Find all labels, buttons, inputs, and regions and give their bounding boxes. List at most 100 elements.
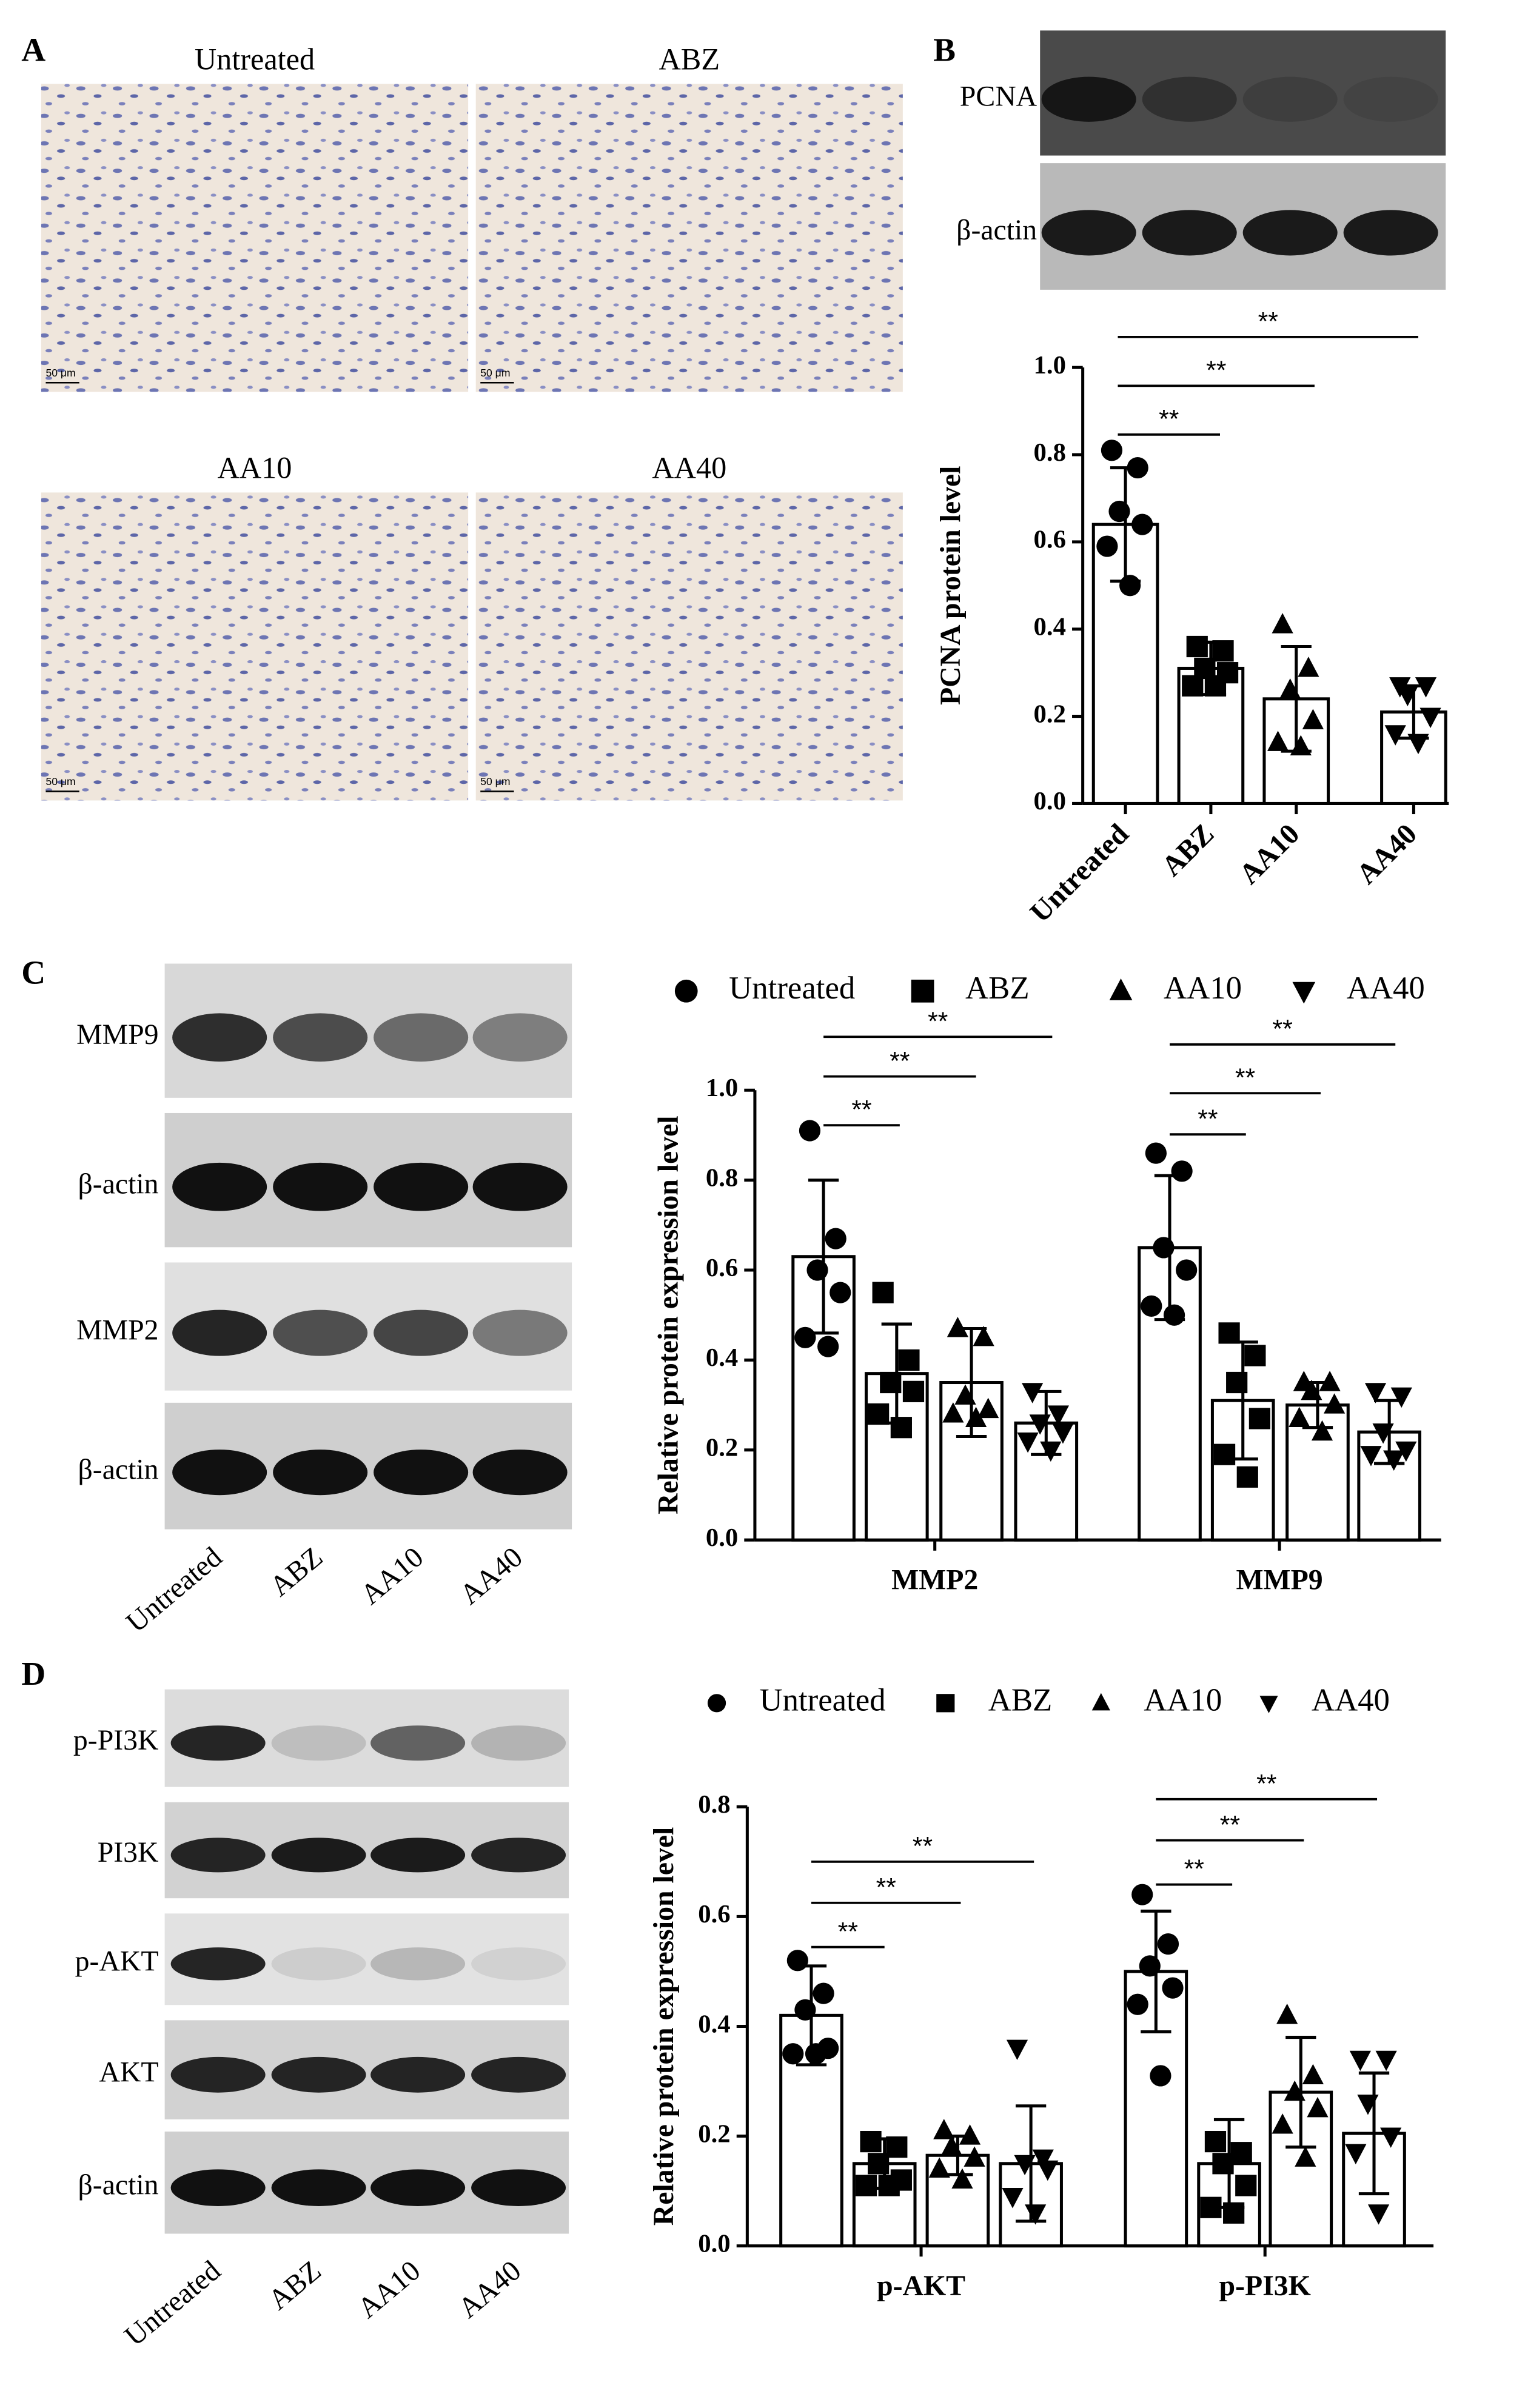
point xyxy=(1200,2196,1222,2218)
panel-letter: A xyxy=(21,32,45,69)
legend-marker xyxy=(1259,1696,1278,1713)
blot-band xyxy=(1142,76,1237,122)
legend-marker xyxy=(1292,982,1316,1004)
point xyxy=(886,2136,908,2158)
micrograph-label: Untreated xyxy=(195,42,315,76)
legend-label: Untreated xyxy=(759,1682,885,1717)
y-tick-label: 0.6 xyxy=(1034,526,1066,554)
significance-label: ** xyxy=(1206,356,1226,385)
point xyxy=(1267,731,1289,751)
point xyxy=(1390,1387,1412,1408)
blot-row-label: p-AKT xyxy=(75,1945,159,1977)
blot-band xyxy=(472,1450,568,1496)
point xyxy=(1301,1379,1322,1400)
point xyxy=(1017,1432,1039,1453)
blot-band xyxy=(1343,210,1438,256)
blot-band xyxy=(370,2056,466,2093)
y-axis-title: Relative protein expression level xyxy=(652,1115,685,1514)
blot-band xyxy=(271,1947,366,1981)
point xyxy=(1295,2146,1316,2167)
blot-band xyxy=(273,1450,368,1496)
legend-marker xyxy=(1109,978,1133,1000)
significance-label: ** xyxy=(838,1917,858,1946)
point xyxy=(868,1403,890,1425)
point xyxy=(1235,2175,1257,2196)
point xyxy=(782,2043,804,2065)
point xyxy=(1162,1977,1184,1999)
y-tick-label: 0.0 xyxy=(706,1523,738,1552)
point xyxy=(954,1384,976,1405)
y-tick-label: 0.4 xyxy=(1034,613,1066,641)
point xyxy=(1022,1383,1044,1403)
lane-label: ABZ xyxy=(264,1541,329,1603)
point xyxy=(868,2153,890,2175)
point xyxy=(1006,2039,1028,2061)
point xyxy=(1279,678,1301,699)
scale-label: 50 μm xyxy=(45,367,75,379)
point xyxy=(1213,1443,1236,1465)
point xyxy=(1289,1406,1310,1427)
point xyxy=(1383,1450,1405,1471)
significance-label: ** xyxy=(913,1832,933,1861)
significance-label: ** xyxy=(1256,1769,1276,1798)
point xyxy=(1272,2113,1293,2134)
legend-label: AA40 xyxy=(1312,1682,1390,1717)
scale-label: 50 μm xyxy=(45,775,75,788)
blot-band xyxy=(472,1162,568,1211)
blot-band xyxy=(170,1947,266,1981)
point xyxy=(1272,613,1293,634)
x-tick-label: AA10 xyxy=(1233,818,1305,891)
blot-row-label: β-actin xyxy=(78,2169,159,2201)
point xyxy=(1290,735,1312,756)
point xyxy=(928,2157,950,2178)
point xyxy=(1131,1884,1153,1905)
point xyxy=(1150,2065,1171,2087)
y-tick-label: 0.4 xyxy=(706,1343,738,1372)
blot-band xyxy=(374,1309,469,1356)
point xyxy=(1186,635,1208,658)
point xyxy=(1307,2096,1329,2118)
blot-band xyxy=(1242,76,1338,122)
point xyxy=(1029,1414,1051,1435)
point xyxy=(1204,2130,1227,2153)
blot-band xyxy=(370,2169,466,2207)
point xyxy=(1047,1405,1070,1426)
legend-marker xyxy=(936,1694,955,1713)
significance-label: ** xyxy=(1258,307,1278,336)
blot-band xyxy=(1041,210,1136,256)
point xyxy=(1364,1383,1387,1403)
legend-label: ABZ xyxy=(988,1682,1053,1717)
blot-band xyxy=(370,1838,466,1873)
point xyxy=(1037,2160,1059,2181)
point xyxy=(1349,2050,1371,2072)
blot-band xyxy=(172,1162,267,1211)
significance-label: ** xyxy=(1184,1854,1204,1884)
significance-label: ** xyxy=(1235,1063,1255,1092)
point xyxy=(1131,513,1153,535)
point xyxy=(1153,1237,1175,1259)
significance-label: ** xyxy=(851,1095,871,1125)
blot-band xyxy=(471,1838,566,1873)
blot-band xyxy=(370,1725,466,1761)
x-tick-label: AA40 xyxy=(1350,818,1423,891)
x-tick-label: p-AKT xyxy=(877,2270,965,2302)
legend-label: AA10 xyxy=(1144,1682,1222,1717)
point xyxy=(872,1282,894,1303)
blot-band xyxy=(170,1838,266,1873)
legend-marker xyxy=(1091,1693,1110,1711)
point xyxy=(1372,1423,1394,1444)
blot-band xyxy=(273,1013,368,1062)
legend-marker xyxy=(707,1694,726,1713)
micrograph-label: AA10 xyxy=(218,451,292,485)
blot-band xyxy=(170,2169,266,2207)
micrograph xyxy=(475,84,903,392)
blot-band xyxy=(472,1309,568,1356)
point xyxy=(1360,1446,1382,1467)
point xyxy=(1311,1420,1333,1441)
point xyxy=(1395,1441,1417,1462)
point xyxy=(933,2119,955,2139)
point xyxy=(1141,1295,1162,1317)
point xyxy=(964,2146,985,2167)
point xyxy=(1302,2064,1324,2085)
